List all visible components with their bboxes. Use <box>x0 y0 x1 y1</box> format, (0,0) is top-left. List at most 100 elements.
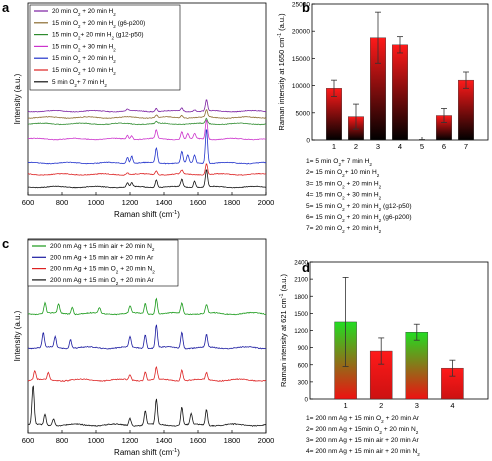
x-tick-label: 3 <box>376 142 380 151</box>
key-entry-part: 2 <box>342 173 345 178</box>
key-entry-part: 2 <box>342 229 345 234</box>
x-tick-label: 600 <box>22 198 35 207</box>
legend-entry-part: 200 nm Ag + 15 min air + 20 min Ar <box>50 254 154 261</box>
panel-a: a 600 800 1000 1200 1400 1600 1800 2000 Raman shi… <box>2 0 274 219</box>
key-entry-part: + 20 min N <box>382 426 416 433</box>
legend-entry-part: + 7 min H <box>77 79 105 86</box>
y-tick-label: 900 <box>298 345 309 352</box>
key-entry-part: + 20 min H <box>345 180 379 187</box>
legend-entry: 15 min O2 + 30 min H2 <box>52 43 116 52</box>
legend-entry-part: + 20 min H <box>80 8 113 15</box>
x-tick-label: 1400 <box>156 436 173 445</box>
key-entry-part: + 20 min Ar <box>384 415 420 422</box>
key-entry-part: 3= 15 min O <box>306 180 342 187</box>
legend-entry-part: 15 min O <box>52 55 78 62</box>
bar <box>392 44 408 141</box>
legend-entry-part: 200 nm Ag + 15 min air + 20 min N <box>50 243 152 250</box>
x-tick-label: 1 <box>344 401 348 410</box>
legend-entry-part: 2 <box>104 82 107 87</box>
series-line <box>27 297 267 316</box>
x-axis-label: Raman shift (cm-1) <box>114 210 180 219</box>
x-tick-label: 1600 <box>190 436 207 445</box>
legend-entry: 15 min O2 + 10 min H2 <box>52 67 116 76</box>
y-tick-label: 5000 <box>296 110 311 117</box>
legend-entry-part: 2 <box>113 47 116 52</box>
bar <box>405 332 429 400</box>
legend-entry-part: 2 <box>113 71 116 76</box>
key-entry-part: 7= 20 min O <box>306 225 342 232</box>
panel-c: c 600 800 1000 1200 1400 1600 1800 2000 Raman shi… <box>2 236 274 457</box>
legend-entry: 20 min O2 + 20 min H2 <box>52 8 116 17</box>
legend-entry-part: 2 <box>78 71 81 76</box>
x-tick-label: 6 <box>442 142 446 151</box>
legend-entry-part: 2 <box>152 269 155 274</box>
legend-entry-part: 2 <box>113 23 116 28</box>
x-tick-label: 4 <box>450 401 454 410</box>
legend-entry: 200 nm Ag + 15 min air + 20 min Ar <box>50 254 154 261</box>
legend-entry-part: + 20 min H <box>80 32 111 39</box>
panel-d: d 0 300 600 900 1200 1500 1800 2100 2400 1 2 3 4 Raman… <box>279 260 489 457</box>
x-tick-label: 600 <box>22 436 35 445</box>
key-entry-part: + 7 min H <box>341 158 370 165</box>
y-tick-label: 2100 <box>294 277 308 284</box>
series-line <box>27 169 266 189</box>
y-tick-label: 1200 <box>294 328 308 335</box>
key-entry-part: 2 <box>379 184 382 189</box>
y-tick-label: 0 <box>306 138 310 145</box>
y-axis-label-part: Raman intensity at 1650 cm <box>277 38 286 131</box>
legend-entry-part: 2 <box>113 12 116 17</box>
legend-entry-part: + 10 min H <box>80 67 113 74</box>
x-tick-label: 1600 <box>190 198 207 207</box>
key-entry-part: + 10 min H <box>345 169 377 176</box>
x-axis-label: Raman shift (cm-1) <box>114 448 180 457</box>
x-tick-label: 7 <box>464 142 468 151</box>
key-entry-part: 2 <box>381 419 384 424</box>
key-entry: 2= 15 min O2+ 10 min H2 <box>306 169 380 178</box>
key-entry: 4= 200 nm Ag + 15 min air + 20 min N2 <box>306 448 420 457</box>
legend-entry-part: 2 <box>78 47 81 52</box>
key-entry-part: 2 <box>377 173 380 178</box>
key-entry-part: 2 <box>379 206 382 211</box>
x-tick-label: 800 <box>56 436 69 445</box>
x-tick-label: 4 <box>398 142 402 151</box>
key-entry-part: (g12-p50) <box>381 203 411 210</box>
y-tick-label: 2400 <box>294 260 308 267</box>
bar <box>458 79 474 141</box>
x-axis-label-part: ) <box>177 448 180 457</box>
x-axis-label-part: Raman shift (cm <box>114 210 173 219</box>
key-entry-part: 2= 200 nm Ag + 15min O <box>306 426 379 433</box>
y-tick-label: 10000 <box>292 83 310 90</box>
legend-entry-part: + 20 min H <box>80 20 113 27</box>
x-tick-label: 1200 <box>122 436 139 445</box>
legend-entry-part: 2 <box>78 35 81 40</box>
series-line <box>28 117 267 126</box>
legend-entry: 15 min O2+ 20 min H2 (g12-p50) <box>52 32 144 41</box>
key-entry-part: 2 <box>379 218 382 223</box>
legend-entry-part: + 30 min H <box>80 43 113 50</box>
x-tick-label: 1800 <box>224 436 241 445</box>
legend-entry-part: (g6-p200) <box>116 20 146 27</box>
legend-entry-part: 200 nm Ag + 15 min O <box>50 266 116 273</box>
key-entry-part: + 20 min H <box>345 225 379 232</box>
legend-entry: 15 min O2 + 20 min H2 (g6-p200) <box>52 20 145 29</box>
x-axis-label-part: -1 <box>172 448 177 454</box>
x-tick-label: 1400 <box>156 198 173 207</box>
legend-entry-part: 2 <box>113 59 116 64</box>
key-entry: 5= 15 min O2 + 20 min H2 (g12-p50) <box>306 203 412 212</box>
legend-entry-part: 2 <box>78 23 81 28</box>
y-axis-label: Raman intensity at 1650 cm-1 (a.u.) <box>277 13 286 131</box>
key-entry-part: 2 <box>342 184 345 189</box>
x-tick-label: 2000 <box>258 198 275 207</box>
legend-entry-part: (g12-p50) <box>114 32 144 39</box>
y-axis-label-part: (a.u.) <box>279 273 288 293</box>
series-line <box>27 366 267 382</box>
legend-box <box>29 4 181 91</box>
x-tick-label: 2000 <box>258 436 275 445</box>
key-entry: 3= 15 min O2 + 20 min H2 <box>306 180 382 189</box>
x-axis-label-part: ) <box>177 210 180 219</box>
key-entry-part: 2 <box>342 195 345 200</box>
legend-entry: 15 min O2 + 20 min H2 <box>52 55 116 64</box>
key-entry-part: 3= 200 nm Ag + 15 min air + 20 min Ar <box>306 437 420 444</box>
key-entry-part: 4= 200 nm Ag + 15 min air + 20 min N <box>306 448 417 455</box>
